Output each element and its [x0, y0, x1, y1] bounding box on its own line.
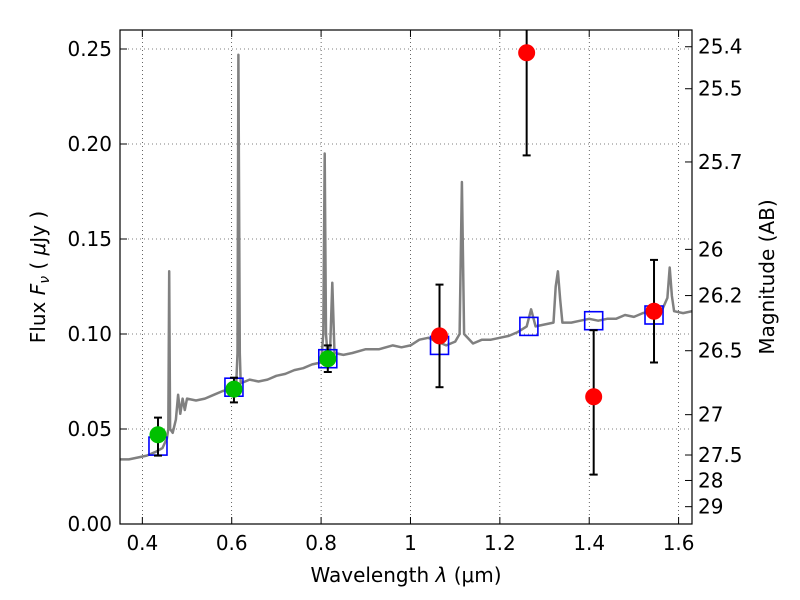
y2-tick-label: 25.7 — [698, 150, 743, 174]
x-tick-label: 1.4 — [573, 531, 605, 555]
observed-photometry-point — [518, 44, 536, 62]
y2-tick-label: 27.5 — [698, 443, 743, 467]
y2-tick-label: 25.4 — [698, 35, 743, 59]
y-tick-label: 0.05 — [67, 417, 112, 441]
x-axis: 0.4 0.6 0.8 1 1.2 1.4 1.6 — [126, 30, 695, 555]
y2-tick-label: 26.2 — [698, 284, 743, 308]
y-axis: 0.00 0.05 0.10 0.15 0.20 0.25 — [67, 37, 127, 536]
y-axis-title: Flux Fν ( μJy ) — [26, 211, 53, 343]
x-tick-label: 0.6 — [216, 531, 248, 555]
model-photometry-square — [519, 316, 539, 337]
observed-photometry-point — [225, 380, 243, 398]
grid — [120, 30, 692, 525]
y2-tick-label: 26.5 — [698, 339, 743, 363]
plot-frame — [119, 29, 693, 525]
y-tick-label: 0.00 — [67, 512, 112, 536]
y2-tick-label: 29 — [698, 495, 723, 519]
x-tick-label: 1.2 — [484, 531, 516, 555]
y2-tick-label: 27 — [698, 403, 723, 427]
x-tick-label: 0.8 — [305, 531, 337, 555]
y-tick-label: 0.25 — [67, 37, 112, 61]
y-tick-label: 0.20 — [67, 132, 112, 156]
y2-axis: 25.4 25.5 25.7 26 26.2 26.5 27 27.528 29 — [685, 35, 743, 519]
observed-photometry-point — [431, 327, 449, 345]
y2-axis-title: Magnitude (AB) — [755, 199, 779, 354]
y2-tick-label: 26 — [698, 237, 723, 261]
x-tick-label: 0.4 — [126, 531, 158, 555]
observed-photometry-point — [319, 350, 337, 368]
y-tick-label: 0.10 — [67, 322, 112, 346]
x-tick-label: 1.6 — [663, 531, 695, 555]
observed-photometry-point — [585, 388, 603, 406]
x-axis-title: Wavelength λ (μm) — [310, 563, 501, 587]
observed-photometry-point — [645, 302, 663, 320]
y2-tick-label: 28 — [698, 468, 723, 492]
y-tick-label: 0.15 — [67, 227, 112, 251]
y2-tick-label: 25.5 — [698, 77, 743, 101]
plot-area — [120, 30, 692, 476]
x-tick-label: 1 — [404, 531, 417, 555]
observed-photometry-point — [149, 426, 167, 444]
model-spectrum-line — [120, 53, 692, 461]
